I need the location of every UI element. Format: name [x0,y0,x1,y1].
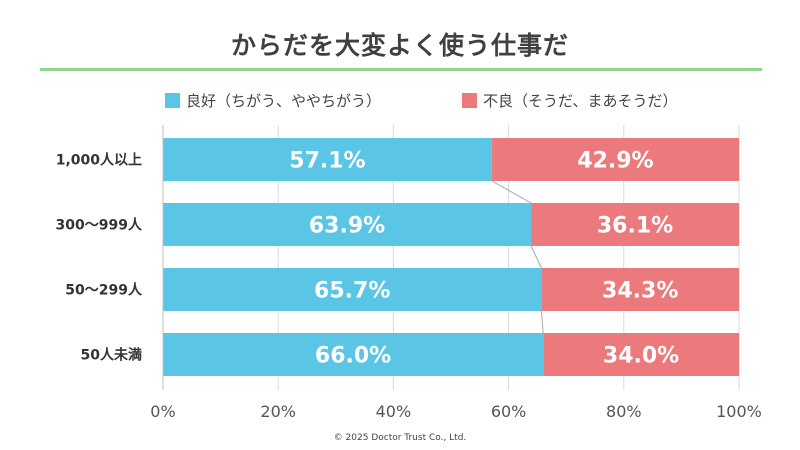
data-label: 66.0% [315,344,391,369]
series-line [540,310,544,334]
series-line [530,245,542,269]
category-label: 50人未満 [81,347,142,364]
bar-segment [163,268,542,311]
series-line [491,180,532,204]
x-tick-label: 0% [150,402,175,421]
x-tick-label: 20% [260,402,296,421]
chart-title: からだを大変よく使う仕事だ [230,31,569,60]
bar-segment [163,203,532,246]
data-label: 34.3% [602,279,678,304]
data-label: 57.1% [289,149,365,174]
category-label: 1,000人以上 [56,152,142,169]
bar-segment [541,268,739,311]
legend-item-good: 良好（ちがう、ややちがう） [165,90,381,110]
legend-item-bad: 不良（そうだ、まあそうだ） [462,90,678,110]
data-label: 42.9% [577,149,653,174]
bar-segment [491,138,739,181]
category-label: 300～999人 [56,217,143,234]
x-tick-label: 60% [491,402,527,421]
category-label: 50～299人 [65,282,143,299]
bar-segment [543,333,739,376]
bar-segment [163,333,544,376]
x-tick-label: 40% [376,402,412,421]
data-label: 63.9% [309,214,385,239]
data-label: 36.1% [597,214,673,239]
legend-label-good: 良好（ちがう、ややちがう） [186,91,382,110]
x-tick-label: 80% [606,402,642,421]
x-tick-label: 100% [716,402,762,421]
bar-segment [163,138,492,181]
legend-label-bad: 不良（そうだ、まあそうだ） [483,91,678,110]
title-underline [40,68,762,71]
data-label: 65.7% [314,279,390,304]
legend-swatch-good [165,92,180,108]
data-label: 34.0% [603,344,679,369]
bar-segment [531,203,739,246]
legend-swatch-bad [462,92,477,108]
copyright-footer: © 2025 Doctor Trust Co., Ltd. [333,433,467,443]
